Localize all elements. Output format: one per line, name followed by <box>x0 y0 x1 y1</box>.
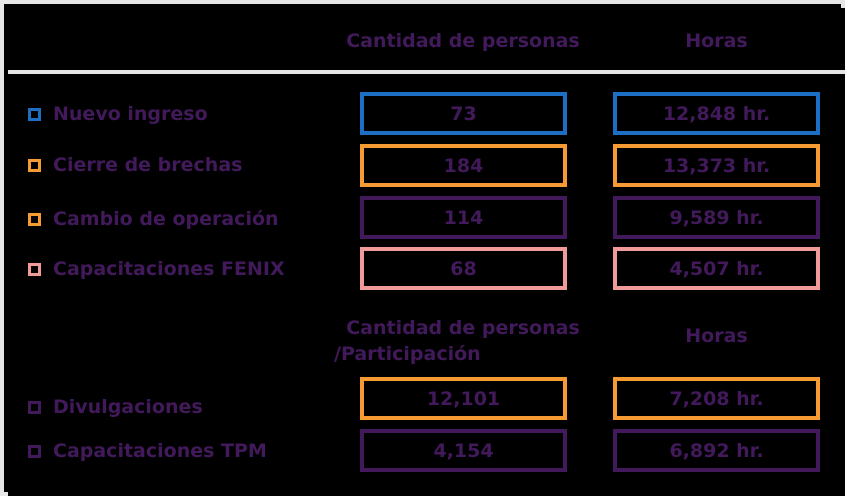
cell-horas-cierre-brechas: 13,373 hr. <box>613 144 820 187</box>
section2-header-line1: Cantidad de personas <box>346 317 580 339</box>
cell-horas-capacitaciones-fenix: 4,507 hr. <box>613 247 820 290</box>
row-label-text: Capacitaciones TPM <box>53 440 267 462</box>
row-label-capacitaciones-fenix: Capacitaciones FENIX <box>28 254 285 284</box>
row-label-cambio-operacion: Cambio de operación <box>28 204 279 234</box>
cell-personas-capacitaciones-tpm: 4,154 <box>360 429 567 472</box>
row-label-text: Cierre de brechas <box>53 154 243 176</box>
row-label-capacitaciones-tpm: Capacitaciones TPM <box>28 436 267 466</box>
cell-personas-divulgaciones: 12,101 <box>360 377 567 420</box>
row-label-cierre-brechas: Cierre de brechas <box>28 150 242 180</box>
cell-horas-divulgaciones: 7,208 hr. <box>613 377 820 420</box>
square-bullet-icon <box>28 107 41 121</box>
square-bullet-icon <box>28 444 41 458</box>
row-label-nuevo-ingreso: Nuevo ingreso <box>28 99 208 129</box>
header-col-personas: Cantidad de personas <box>346 30 580 52</box>
header-col-horas: Horas <box>685 30 748 52</box>
row-label-text: Cambio de operación <box>53 208 279 230</box>
row-label-divulgaciones: Divulgaciones <box>28 392 203 422</box>
row-label-text: Nuevo ingreso <box>53 103 208 125</box>
section2-header-personas: Cantidad de personas /Participación <box>330 315 596 367</box>
square-bullet-icon <box>28 400 41 414</box>
section2-header-horas: Horas <box>685 325 748 347</box>
cell-personas-nuevo-ingreso: 73 <box>360 92 567 135</box>
cell-personas-capacitaciones-fenix: 68 <box>360 247 567 290</box>
square-bullet-icon <box>28 262 41 276</box>
header-bar <box>8 8 845 74</box>
square-bullet-icon <box>28 158 41 172</box>
row-label-text: Capacitaciones FENIX <box>53 258 285 280</box>
cell-personas-cambio-operacion: 114 <box>360 196 567 239</box>
row-label-text: Divulgaciones <box>53 396 203 418</box>
cell-personas-cierre-brechas: 184 <box>360 144 567 187</box>
cell-horas-nuevo-ingreso: 12,848 hr. <box>613 92 820 135</box>
cell-horas-cambio-operacion: 9,589 hr. <box>613 196 820 239</box>
cell-horas-capacitaciones-tpm: 6,892 hr. <box>613 429 820 472</box>
square-bullet-icon <box>28 212 41 226</box>
section2-header-line2: /Participación <box>334 343 481 365</box>
